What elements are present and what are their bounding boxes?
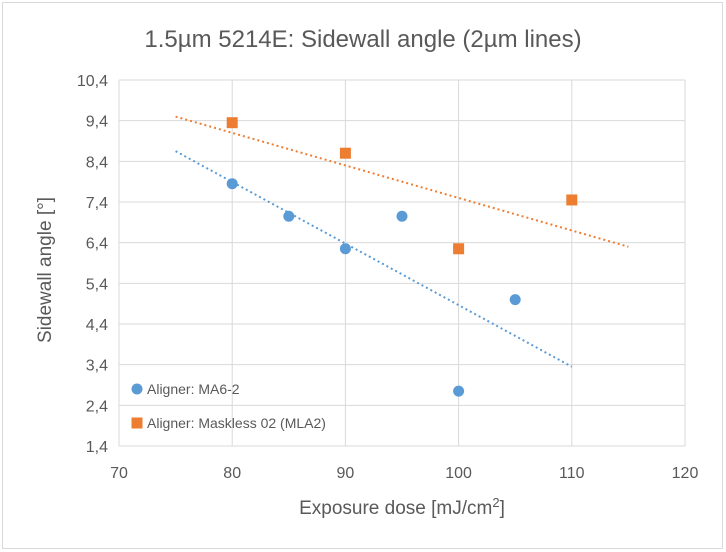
data-points [226, 117, 578, 397]
x-tick-label: 110 [559, 465, 585, 482]
y-tick-label: 8,4 [86, 154, 108, 171]
y-tick-label: 6,4 [86, 236, 108, 253]
x-tick-label: 90 [337, 465, 355, 482]
chart-title: 1.5µm 5214E: Sidewall angle (2µm lines) [144, 26, 582, 53]
x-tick-label: 80 [223, 465, 241, 482]
data-point-circle [509, 294, 521, 306]
trendlines [175, 115, 629, 368]
y-tick-label: 3,4 [86, 358, 108, 375]
x-tick-label: 120 [672, 465, 699, 482]
y-tick-label: 1,4 [86, 439, 108, 456]
y-tick-label: 7,4 [86, 195, 108, 212]
y-tick-label: 2,4 [86, 398, 108, 415]
y-tick-label: 10,4 [77, 73, 108, 90]
x-axis-title-main: Exposure dose [mJ/cm [299, 498, 492, 519]
legend-label: Aligner: MA6-2 [147, 381, 240, 397]
data-point-circle [283, 210, 295, 222]
legend-marker-circle [131, 383, 143, 395]
gridlines [118, 79, 686, 447]
trendline [175, 150, 573, 368]
x-axis-title-superscript: 2 [492, 495, 499, 510]
data-point-square [339, 147, 351, 159]
x-tick-label: 100 [445, 465, 472, 482]
legend-label: Aligner: Maskless 02 (MLA2) [147, 415, 326, 431]
x-tick-labels: 70 80 90 100 110 120 [110, 465, 698, 482]
data-point-circle [226, 178, 238, 190]
data-point-square [566, 194, 578, 206]
x-axis-title: Exposure dose [mJ/cm2] [299, 495, 505, 519]
data-point-circle [339, 243, 351, 255]
legend-marker-square [131, 417, 143, 429]
y-axis-title: Sidewall angle [°] [35, 197, 56, 343]
legend: Aligner: MA6-2 Aligner: Maskless 02 (MLA2… [131, 381, 326, 431]
y-tick-label: 4,4 [86, 317, 108, 334]
trendline [175, 115, 629, 248]
x-tick-label: 70 [110, 465, 128, 482]
y-tick-label: 5,4 [86, 276, 108, 293]
y-tick-label: 9,4 [86, 114, 108, 131]
data-point-circle [453, 385, 465, 397]
y-tick-labels: 1,4 2,4 3,4 4,4 5,4 6,4 7,4 8,4 9,4 10,4 [77, 73, 108, 456]
data-point-square [453, 243, 465, 255]
data-point-circle [396, 210, 408, 222]
x-axis-title-end: ] [500, 498, 505, 519]
data-point-square [226, 117, 238, 129]
